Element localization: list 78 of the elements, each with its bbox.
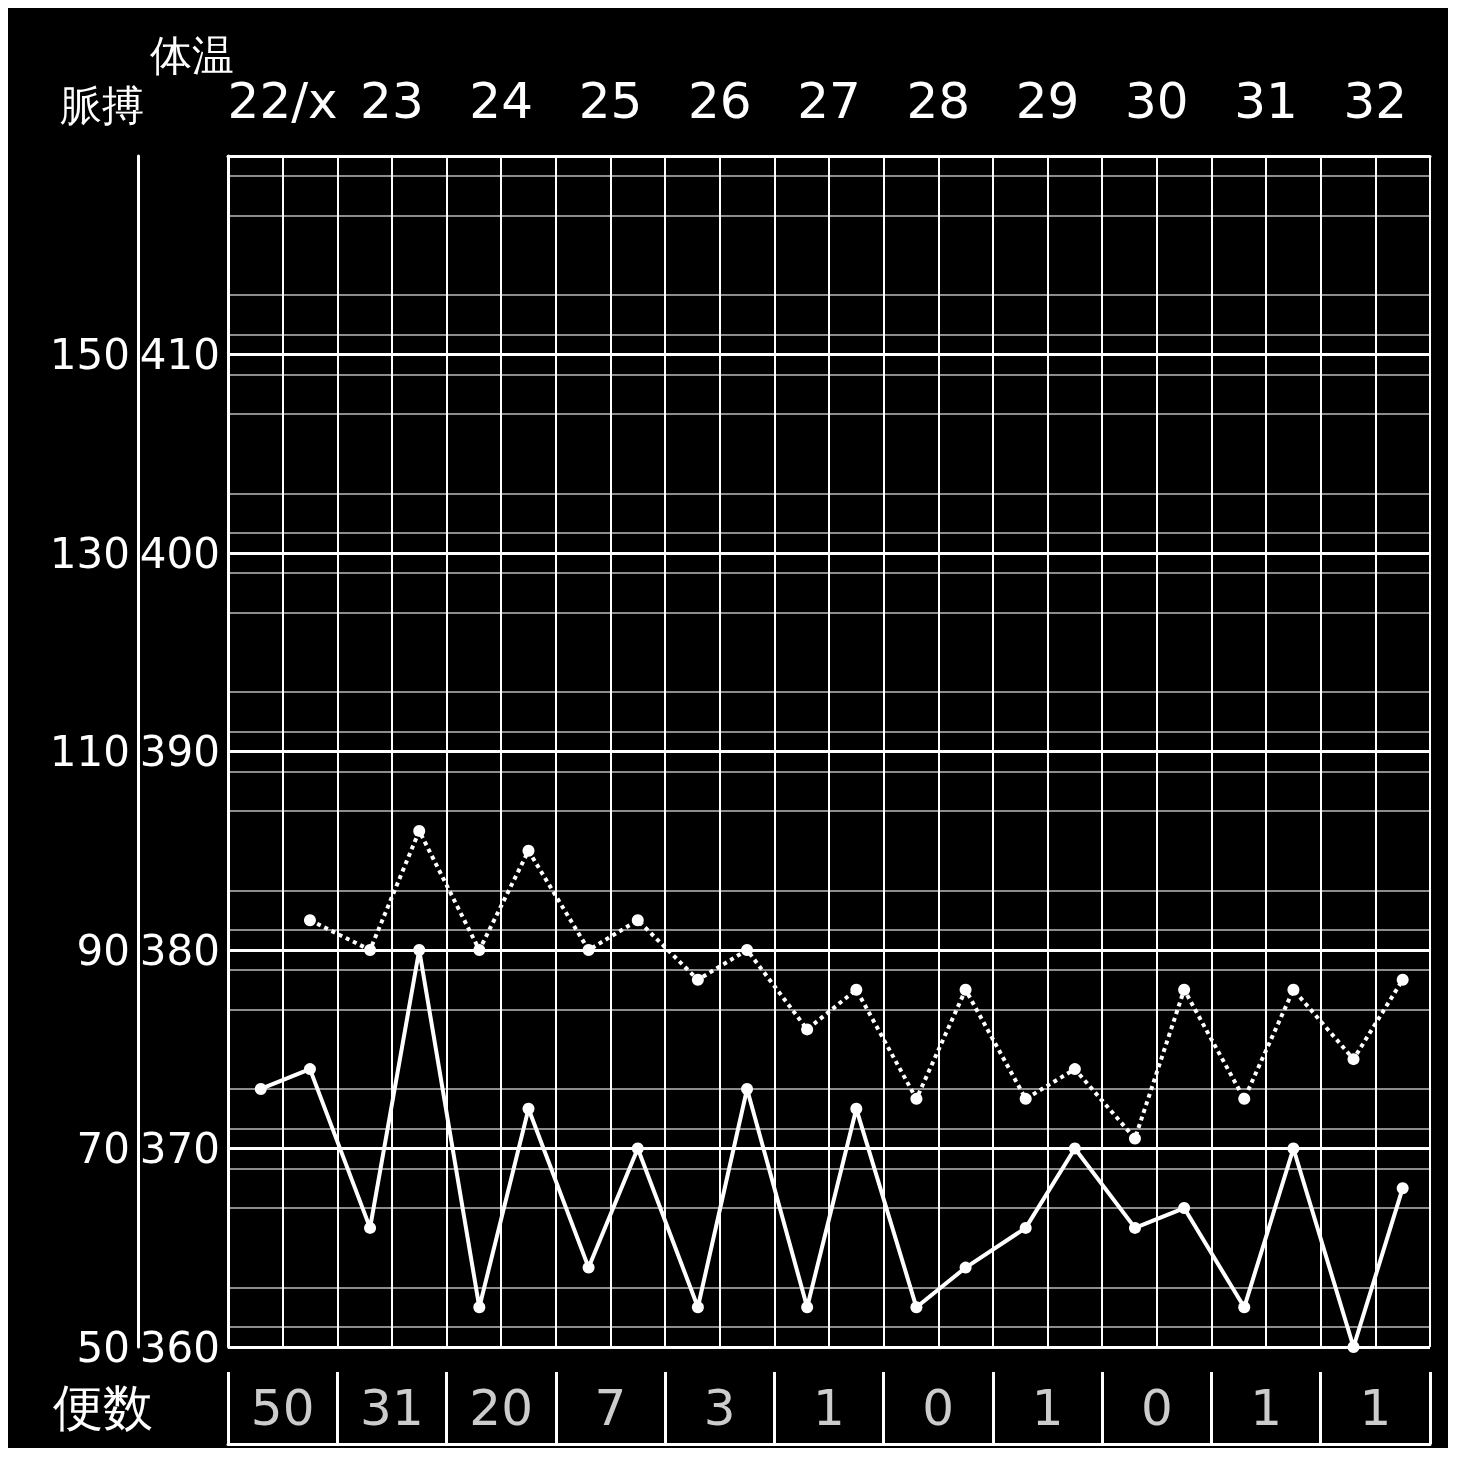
data-label: 0 xyxy=(1140,1379,1173,1437)
point xyxy=(910,1301,923,1314)
y2-tick-label: 380 xyxy=(139,925,220,975)
point xyxy=(691,973,704,986)
point xyxy=(1396,1182,1409,1195)
point xyxy=(522,1102,535,1115)
point xyxy=(801,1023,814,1036)
point xyxy=(473,1301,486,1314)
data-label: 7 xyxy=(594,1379,627,1437)
x-tick-label: 25 xyxy=(578,72,643,130)
point xyxy=(473,944,486,956)
y-tick-label: 70 xyxy=(76,1124,130,1173)
y-tick-label: 50 xyxy=(76,1322,130,1372)
point xyxy=(522,844,535,857)
x-tick-label: 32 xyxy=(1343,72,1408,130)
point xyxy=(850,1102,863,1115)
point xyxy=(1396,973,1409,986)
point xyxy=(254,1082,267,1095)
data-label: 1 xyxy=(1359,1379,1392,1437)
point xyxy=(1238,1301,1251,1314)
y-axis-title: 脈搏 xyxy=(60,80,144,130)
data-label: 1 xyxy=(813,1379,845,1437)
point xyxy=(1347,1053,1360,1066)
y2-tick-label: 410 xyxy=(139,330,220,379)
point xyxy=(582,1261,595,1274)
x-tick-label: 31 xyxy=(1234,72,1298,130)
y-tick-label: 150 xyxy=(49,330,130,379)
point xyxy=(631,914,644,927)
data-label: 20 xyxy=(469,1379,533,1437)
point xyxy=(959,1261,972,1274)
point xyxy=(303,914,316,927)
point xyxy=(1287,1142,1300,1155)
point xyxy=(1068,1142,1081,1155)
data-label: 50 xyxy=(250,1379,315,1437)
point xyxy=(1019,1092,1032,1105)
point xyxy=(1019,1221,1032,1234)
x-tick-label: 24 xyxy=(469,72,533,130)
point xyxy=(1178,983,1191,996)
point xyxy=(582,944,595,956)
y2-tick-label: 400 xyxy=(139,528,220,578)
point xyxy=(1287,983,1300,996)
data-label: 3 xyxy=(703,1379,736,1437)
point xyxy=(1128,1221,1141,1234)
y-tick-label: 110 xyxy=(49,727,130,776)
y-tick-label: 90 xyxy=(76,925,130,975)
data-label: 0 xyxy=(922,1379,955,1437)
x-tick-label: 28 xyxy=(906,72,971,130)
point xyxy=(850,983,863,996)
x-tick-label: 26 xyxy=(687,72,752,130)
point xyxy=(741,944,754,956)
y-tick-label: 130 xyxy=(49,528,130,578)
point xyxy=(1178,1202,1191,1215)
data-label: 31 xyxy=(360,1379,424,1437)
point xyxy=(1238,1092,1251,1105)
point xyxy=(910,1092,923,1105)
point xyxy=(801,1301,814,1314)
point xyxy=(1068,1063,1081,1076)
point xyxy=(741,1082,754,1095)
x-tick-label: 27 xyxy=(797,72,861,130)
point xyxy=(364,944,377,956)
point xyxy=(303,1063,316,1076)
point xyxy=(631,1142,644,1155)
data-label: 1 xyxy=(1031,1379,1064,1437)
y2-tick-label: 390 xyxy=(139,727,220,776)
point xyxy=(691,1301,704,1314)
x-tick-label: 29 xyxy=(1015,72,1080,130)
point xyxy=(413,824,426,837)
point xyxy=(364,1221,377,1234)
x-tick-label: 23 xyxy=(360,72,424,130)
x-tick-label: 30 xyxy=(1125,72,1189,130)
point xyxy=(959,983,972,996)
text: 便数 xyxy=(53,1379,153,1437)
y2-tick-label: 360 xyxy=(139,1322,220,1372)
point xyxy=(1347,1341,1360,1353)
point xyxy=(1128,1132,1141,1145)
data-label: 1 xyxy=(1250,1379,1282,1437)
y2-tick-label: 370 xyxy=(139,1124,220,1173)
point xyxy=(413,944,426,956)
